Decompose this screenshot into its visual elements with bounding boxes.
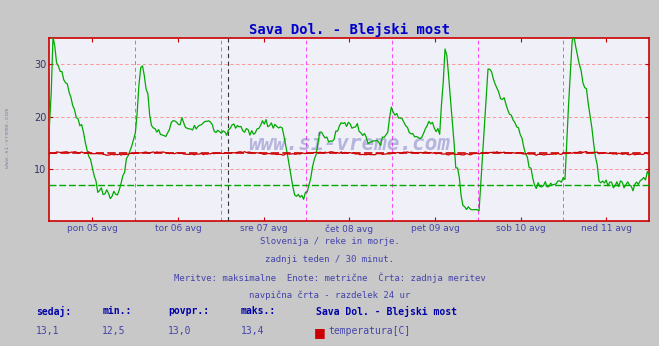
Text: zadnji teden / 30 minut.: zadnji teden / 30 minut. [265,255,394,264]
Text: 13,4: 13,4 [241,326,264,336]
Text: temperatura[C]: temperatura[C] [328,326,411,336]
Title: Sava Dol. - Blejski most: Sava Dol. - Blejski most [248,23,450,37]
Text: www.si-vreme.com: www.si-vreme.com [5,108,11,169]
Text: povpr.:: povpr.: [168,306,209,316]
Text: 13,1: 13,1 [36,326,60,336]
Text: navpična črta - razdelek 24 ur: navpična črta - razdelek 24 ur [249,291,410,300]
Text: 13,0: 13,0 [168,326,192,336]
Text: min.:: min.: [102,306,132,316]
Text: 12,5: 12,5 [102,326,126,336]
Text: www.si-vreme.com: www.si-vreme.com [248,134,450,154]
Text: maks.:: maks.: [241,306,275,316]
Text: ■: ■ [314,326,326,339]
Text: sedaj:: sedaj: [36,306,71,317]
Text: Meritve: maksimalne  Enote: metrične  Črta: zadnja meritev: Meritve: maksimalne Enote: metrične Črta… [173,273,486,283]
Text: Slovenija / reke in morje.: Slovenija / reke in morje. [260,237,399,246]
Text: Sava Dol. - Blejski most: Sava Dol. - Blejski most [316,306,457,317]
